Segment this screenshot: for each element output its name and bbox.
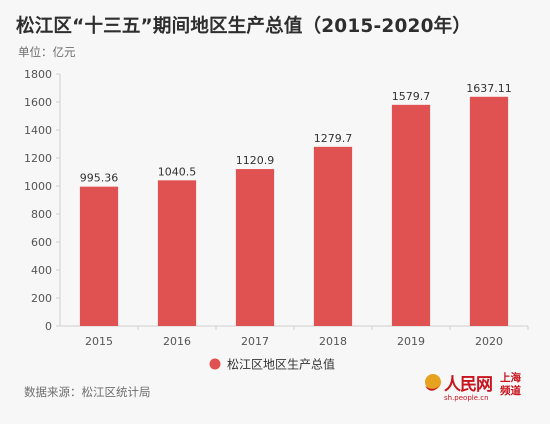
y-tick-label: 1600	[24, 96, 52, 109]
x-tick-label-2015: 2015	[85, 335, 113, 348]
data-source: 数据来源：松江区统计局	[24, 385, 151, 399]
y-tick-label: 1400	[24, 124, 52, 137]
y-tick-label: 1800	[24, 68, 52, 81]
bar-2019	[391, 104, 431, 326]
y-tick-label: 1200	[24, 152, 52, 165]
y-tick-label: 400	[31, 264, 52, 277]
people-net-logo: 人民网 sh.people.cn 上海频道	[422, 368, 532, 416]
logo-url: sh.people.cn	[444, 394, 489, 402]
data-label-2020: 1637.11	[466, 82, 512, 95]
y-tick-label: 200	[31, 292, 52, 305]
y-tick-label: 0	[45, 320, 52, 333]
bar-2016	[157, 180, 197, 326]
data-label-2016: 1040.5	[158, 165, 197, 178]
x-tick-label-2018: 2018	[319, 335, 347, 348]
data-label-2015: 995.36	[80, 172, 119, 185]
x-tick-label-2019: 2019	[397, 335, 425, 348]
y-tick-label: 600	[31, 236, 52, 249]
x-tick-label-2017: 2017	[241, 335, 269, 348]
data-label-2019: 1579.7	[392, 90, 431, 103]
logo-name: 人民网	[444, 375, 493, 395]
bar-2017	[235, 169, 275, 326]
chart-title: 松江区“十三五”期间地区生产总值（2015-2020年）	[16, 16, 472, 37]
logo-channel: 上海频道	[500, 372, 521, 397]
logo-swoosh-icon	[425, 374, 443, 391]
y-tick-label: 800	[31, 208, 52, 221]
legend-label: 松江区地区生产总值	[227, 357, 335, 372]
bar-2020	[469, 96, 509, 327]
bar-2018	[313, 146, 353, 326]
x-tick-label-2020: 2020	[475, 335, 503, 348]
y-tick-label: 1000	[24, 180, 52, 193]
legend-marker	[209, 358, 221, 370]
x-tick-label-2016: 2016	[163, 335, 191, 348]
data-label-2017: 1120.9	[236, 154, 275, 167]
unit-label: 单位：亿元	[18, 45, 76, 59]
data-label-2018: 1279.7	[314, 132, 353, 145]
bar-2015	[79, 186, 119, 326]
